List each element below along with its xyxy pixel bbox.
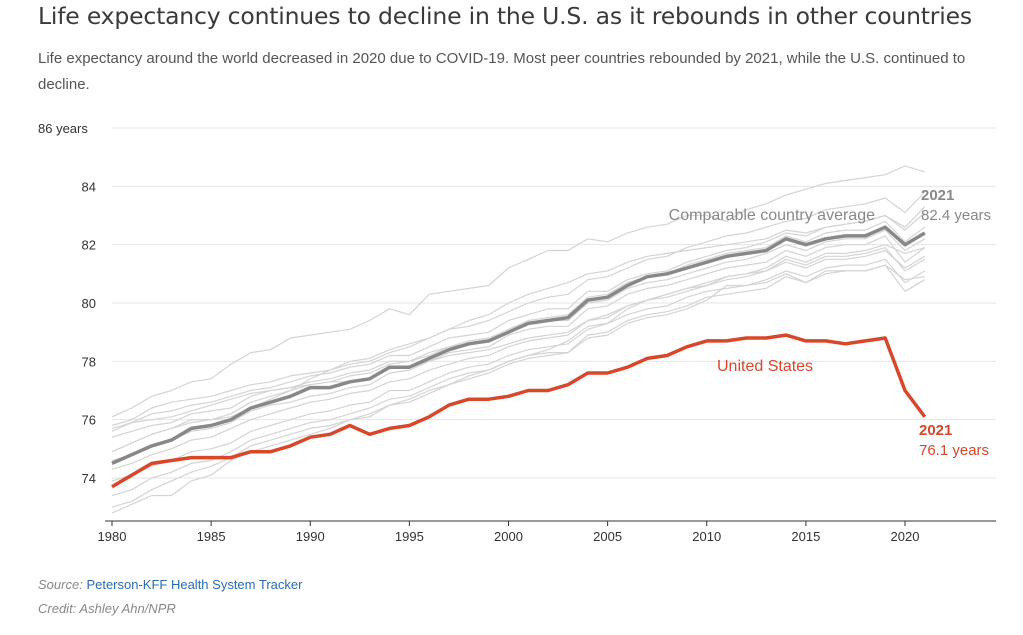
annotation-avg-value: 82.4 years — [921, 207, 991, 224]
annotation-comparable-average: Comparable country average — [669, 207, 875, 224]
peer-country-line-12 — [111, 249, 926, 429]
x-tick-label-1990: 1990 — [296, 529, 325, 544]
x-tick-label-2010: 2010 — [692, 529, 721, 544]
x-tick-label-1980: 1980 — [98, 529, 127, 544]
peer-country-line-4 — [111, 220, 926, 438]
y-tick-label-78: 78 — [82, 354, 96, 369]
y-tick-label-82: 82 — [82, 238, 96, 253]
y-tick-label-80: 80 — [82, 296, 96, 311]
peer-country-line-9 — [111, 264, 926, 497]
x-tick-label-2005: 2005 — [593, 529, 622, 544]
source-label: Source: — [38, 577, 83, 592]
peer-country-line-11 — [111, 244, 925, 514]
y-tick-label-76: 76 — [82, 413, 96, 428]
annotation-avg-year: 2021 — [921, 187, 954, 204]
peer-country-line-8 — [111, 258, 926, 482]
united-states-line — [111, 333, 927, 489]
y-tick-label-86: 86 years — [38, 121, 88, 136]
peer-country-line-2 — [111, 191, 926, 427]
annotation-us-value: 76.1 years — [919, 442, 989, 459]
chart-subtitle: Life expectancy around the world decreas… — [38, 50, 966, 93]
x-tick-label-1995: 1995 — [395, 529, 424, 544]
peer-country-line-3 — [111, 212, 926, 432]
x-tick-label-2000: 2000 — [494, 529, 523, 544]
source-line: Source: Peterson-KFF Health System Track… — [38, 577, 302, 592]
peer-country-line-1 — [111, 165, 925, 418]
annotation-us-year: 2021 — [919, 422, 952, 439]
chart-title: Life expectancy continues to decline in … — [38, 2, 972, 30]
x-tick-label-2015: 2015 — [791, 529, 820, 544]
credit-line: Credit: Ashley Ahn/NPR — [38, 601, 176, 616]
annotation-united-states: United States — [717, 358, 813, 375]
comparable-average-line — [111, 225, 926, 466]
y-tick-label-84: 84 — [82, 179, 96, 194]
x-tick-label-1985: 1985 — [197, 529, 226, 544]
peer-country-line-6 — [111, 235, 926, 462]
peer-country-line-7 — [111, 247, 926, 470]
peer-country-line-10 — [111, 264, 925, 508]
source-link[interactable]: Peterson-KFF Health System Tracker — [86, 577, 303, 592]
x-tick-label-2020: 2020 — [891, 529, 920, 544]
y-tick-label-74: 74 — [82, 471, 96, 486]
